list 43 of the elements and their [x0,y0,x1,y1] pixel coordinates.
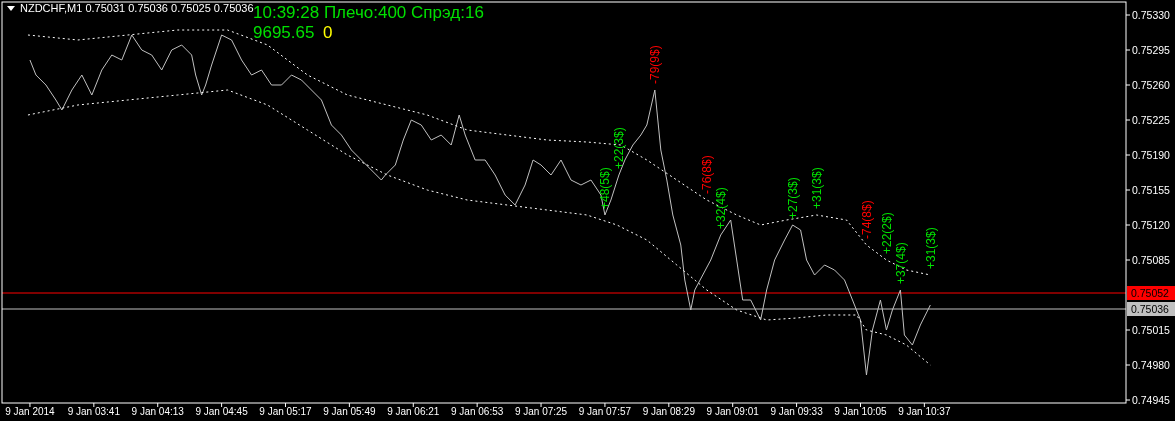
x-tick-label: 9 Jan 08:29 [642,406,696,417]
y-tick-label: 0.74980 [1132,358,1171,371]
annotation: +27(3$) [785,177,800,219]
y-tick-label: 0.75260 [1132,78,1171,91]
x-tick-label: 9 Jan 07:57 [578,406,632,417]
x-tick-label: 9 Jan 10:37 [898,406,951,417]
annotation: -74(8$) [859,200,874,239]
y-tick-label: 0.75120 [1132,218,1171,231]
y-tick-label: 0.75330 [1132,8,1171,21]
x-tick-label: 9 Jan 09:33 [770,406,824,417]
chart-title: NZDCHF,M1 0.75031 0.75036 0.75025 0.75036 [20,2,254,14]
y-tick-label: 0.75155 [1132,183,1171,196]
annotation: -79(9$) [648,45,663,84]
x-tick-label: 9 Jan 04:45 [195,406,249,417]
annotation: +48(5$) [598,167,613,209]
x-tick-label: 9 Jan 06:21 [387,406,440,417]
ref-line-label: 0.75036 [1131,302,1170,315]
annotation: +31(3$) [923,227,938,269]
x-tick-label: 9 Jan 06:53 [451,406,504,417]
annotation: 0 [323,23,333,42]
annotation: -76(8$) [699,155,714,194]
x-tick-label: 9 Jan 03:41 [67,406,121,417]
x-tick-label: 9 Jan 05:49 [323,406,376,417]
annotation: +22(2$) [879,212,894,254]
x-tick-label: 9 Jan 04:13 [131,406,185,417]
y-tick-label: 0.75190 [1132,148,1171,161]
x-tick-label: 9 Jan 10:05 [834,406,888,417]
annotation: 9695.65 [253,23,315,42]
chart-subtitle: 10:39:28 Плечо:400 Спрэд:16 [253,3,484,22]
y-tick-label: 0.74945 [1132,393,1171,406]
annotation: +31(3$) [809,167,824,209]
y-tick-label: 0.75015 [1132,323,1171,336]
annotation: +22(3$) [612,127,627,169]
x-tick-label: 9 Jan 05:17 [259,406,313,417]
annotation: +32(4$) [713,187,728,229]
ref-line-label: 0.75052 [1131,286,1170,299]
y-tick-label: 0.75225 [1132,113,1171,126]
x-tick-label: 9 Jan 09:01 [706,406,760,417]
x-tick-label: 9 Jan 07:25 [514,406,568,417]
x-tick-label: 9 Jan 2014 [5,406,56,417]
y-tick-label: 0.75295 [1132,43,1171,56]
y-tick-label: 0.75085 [1132,253,1171,266]
annotation: +37(4$) [893,242,908,284]
